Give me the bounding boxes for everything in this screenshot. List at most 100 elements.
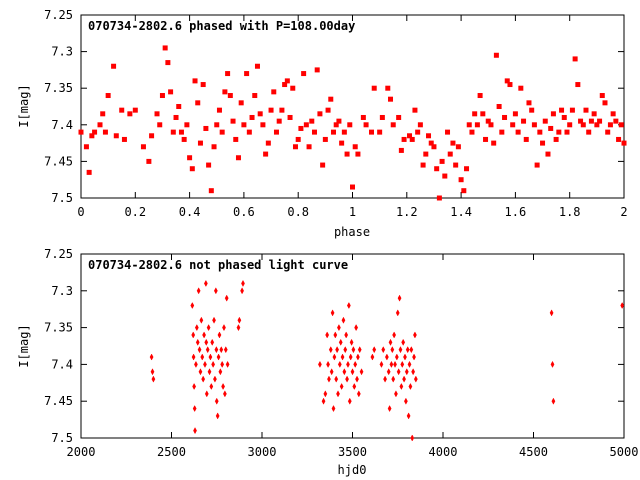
data-point — [401, 136, 407, 142]
data-point — [241, 279, 245, 287]
data-point — [194, 360, 198, 368]
phased-x-tick-label: 0.6 — [233, 205, 255, 219]
data-point — [423, 151, 429, 157]
data-point — [213, 375, 217, 383]
data-point — [439, 158, 445, 164]
phased-ticks: 0 0.2 0.4 0.6 0.8 1 1.2 1.4 1.6 1.8 2 7.25 7.3 7.35 7.… — [44, 8, 628, 219]
data-point — [431, 144, 437, 150]
data-point — [127, 111, 133, 117]
data-point — [400, 360, 405, 368]
data-point — [170, 129, 176, 135]
data-point — [194, 324, 199, 332]
data-point — [605, 129, 611, 135]
data-point — [333, 122, 339, 128]
data-point — [193, 427, 197, 435]
phased-data-points — [78, 45, 627, 201]
data-point — [326, 360, 330, 368]
data-point — [540, 140, 546, 146]
data-point — [197, 346, 202, 354]
phased-x-tick-label: 1.8 — [559, 205, 581, 219]
data-point — [480, 111, 486, 117]
data-point — [333, 331, 338, 339]
data-point — [553, 136, 559, 142]
data-point — [413, 331, 417, 339]
data-point — [356, 353, 360, 361]
data-point — [369, 129, 375, 135]
data-point — [550, 111, 556, 117]
data-point — [346, 360, 350, 368]
data-point — [105, 93, 111, 99]
data-point — [202, 331, 206, 339]
unphased-x-tick-label: 2000 — [67, 445, 96, 459]
data-point — [409, 346, 414, 354]
data-point — [518, 85, 524, 91]
data-point — [178, 129, 184, 135]
data-point — [252, 93, 258, 99]
data-point — [394, 353, 399, 361]
data-point — [227, 93, 233, 99]
data-point — [328, 346, 333, 354]
unphased-x-tick-label: 3000 — [248, 445, 277, 459]
unphased-x-tick-label: 4500 — [519, 445, 548, 459]
data-point — [493, 52, 499, 58]
data-point — [149, 133, 155, 139]
unphased-y-tick-label: 7.3 — [51, 284, 73, 298]
data-point — [336, 118, 342, 124]
data-point — [350, 184, 355, 190]
phased-plot-title: 070734-2802.6 phased with P=108.00day — [88, 19, 355, 33]
data-point — [613, 118, 619, 124]
data-point — [225, 71, 231, 77]
data-point — [388, 338, 393, 346]
data-point — [292, 144, 298, 150]
data-point — [406, 412, 411, 420]
data-point — [223, 346, 228, 354]
phased-x-axis-label: phase — [334, 225, 370, 239]
data-point — [474, 122, 480, 128]
data-point — [483, 136, 489, 142]
data-point — [221, 382, 225, 391]
data-point — [311, 129, 317, 135]
phased-x-tick-label: 0 — [77, 205, 84, 219]
data-point — [254, 63, 260, 69]
data-point — [219, 346, 224, 354]
unphased-y-tick-label: 7.4 — [51, 357, 73, 371]
data-point — [206, 162, 212, 168]
data-point — [341, 316, 346, 324]
data-point — [241, 122, 247, 128]
data-point — [588, 118, 594, 124]
phased-x-tick-label: 2 — [620, 205, 627, 219]
data-point — [121, 136, 127, 142]
data-point — [390, 346, 395, 354]
data-point — [597, 118, 603, 124]
data-point — [334, 375, 339, 383]
unphased-data-points — [149, 279, 625, 442]
data-point — [428, 140, 434, 146]
data-point — [184, 122, 190, 128]
data-point — [204, 338, 209, 346]
data-point — [339, 382, 344, 391]
data-point — [394, 390, 398, 398]
data-point — [235, 155, 241, 161]
data-point — [89, 133, 95, 139]
phased-x-tick-label: 1.2 — [396, 205, 418, 219]
data-point — [222, 89, 228, 95]
data-point — [399, 382, 404, 391]
data-point — [529, 107, 535, 113]
phased-x-tick-label: 1.6 — [505, 205, 527, 219]
data-point — [409, 136, 415, 142]
data-point — [214, 346, 219, 354]
data-point — [181, 136, 187, 142]
data-point — [436, 195, 442, 201]
data-point — [301, 71, 307, 77]
data-point — [352, 144, 358, 150]
data-point — [466, 122, 472, 128]
data-point — [314, 67, 320, 73]
data-point — [327, 375, 331, 383]
data-point — [282, 82, 288, 88]
unphased-y-tick-label: 7.45 — [44, 394, 73, 408]
data-point — [100, 111, 106, 117]
data-point — [215, 412, 220, 420]
data-point — [211, 360, 216, 368]
data-point — [200, 353, 205, 361]
data-point — [403, 353, 407, 361]
